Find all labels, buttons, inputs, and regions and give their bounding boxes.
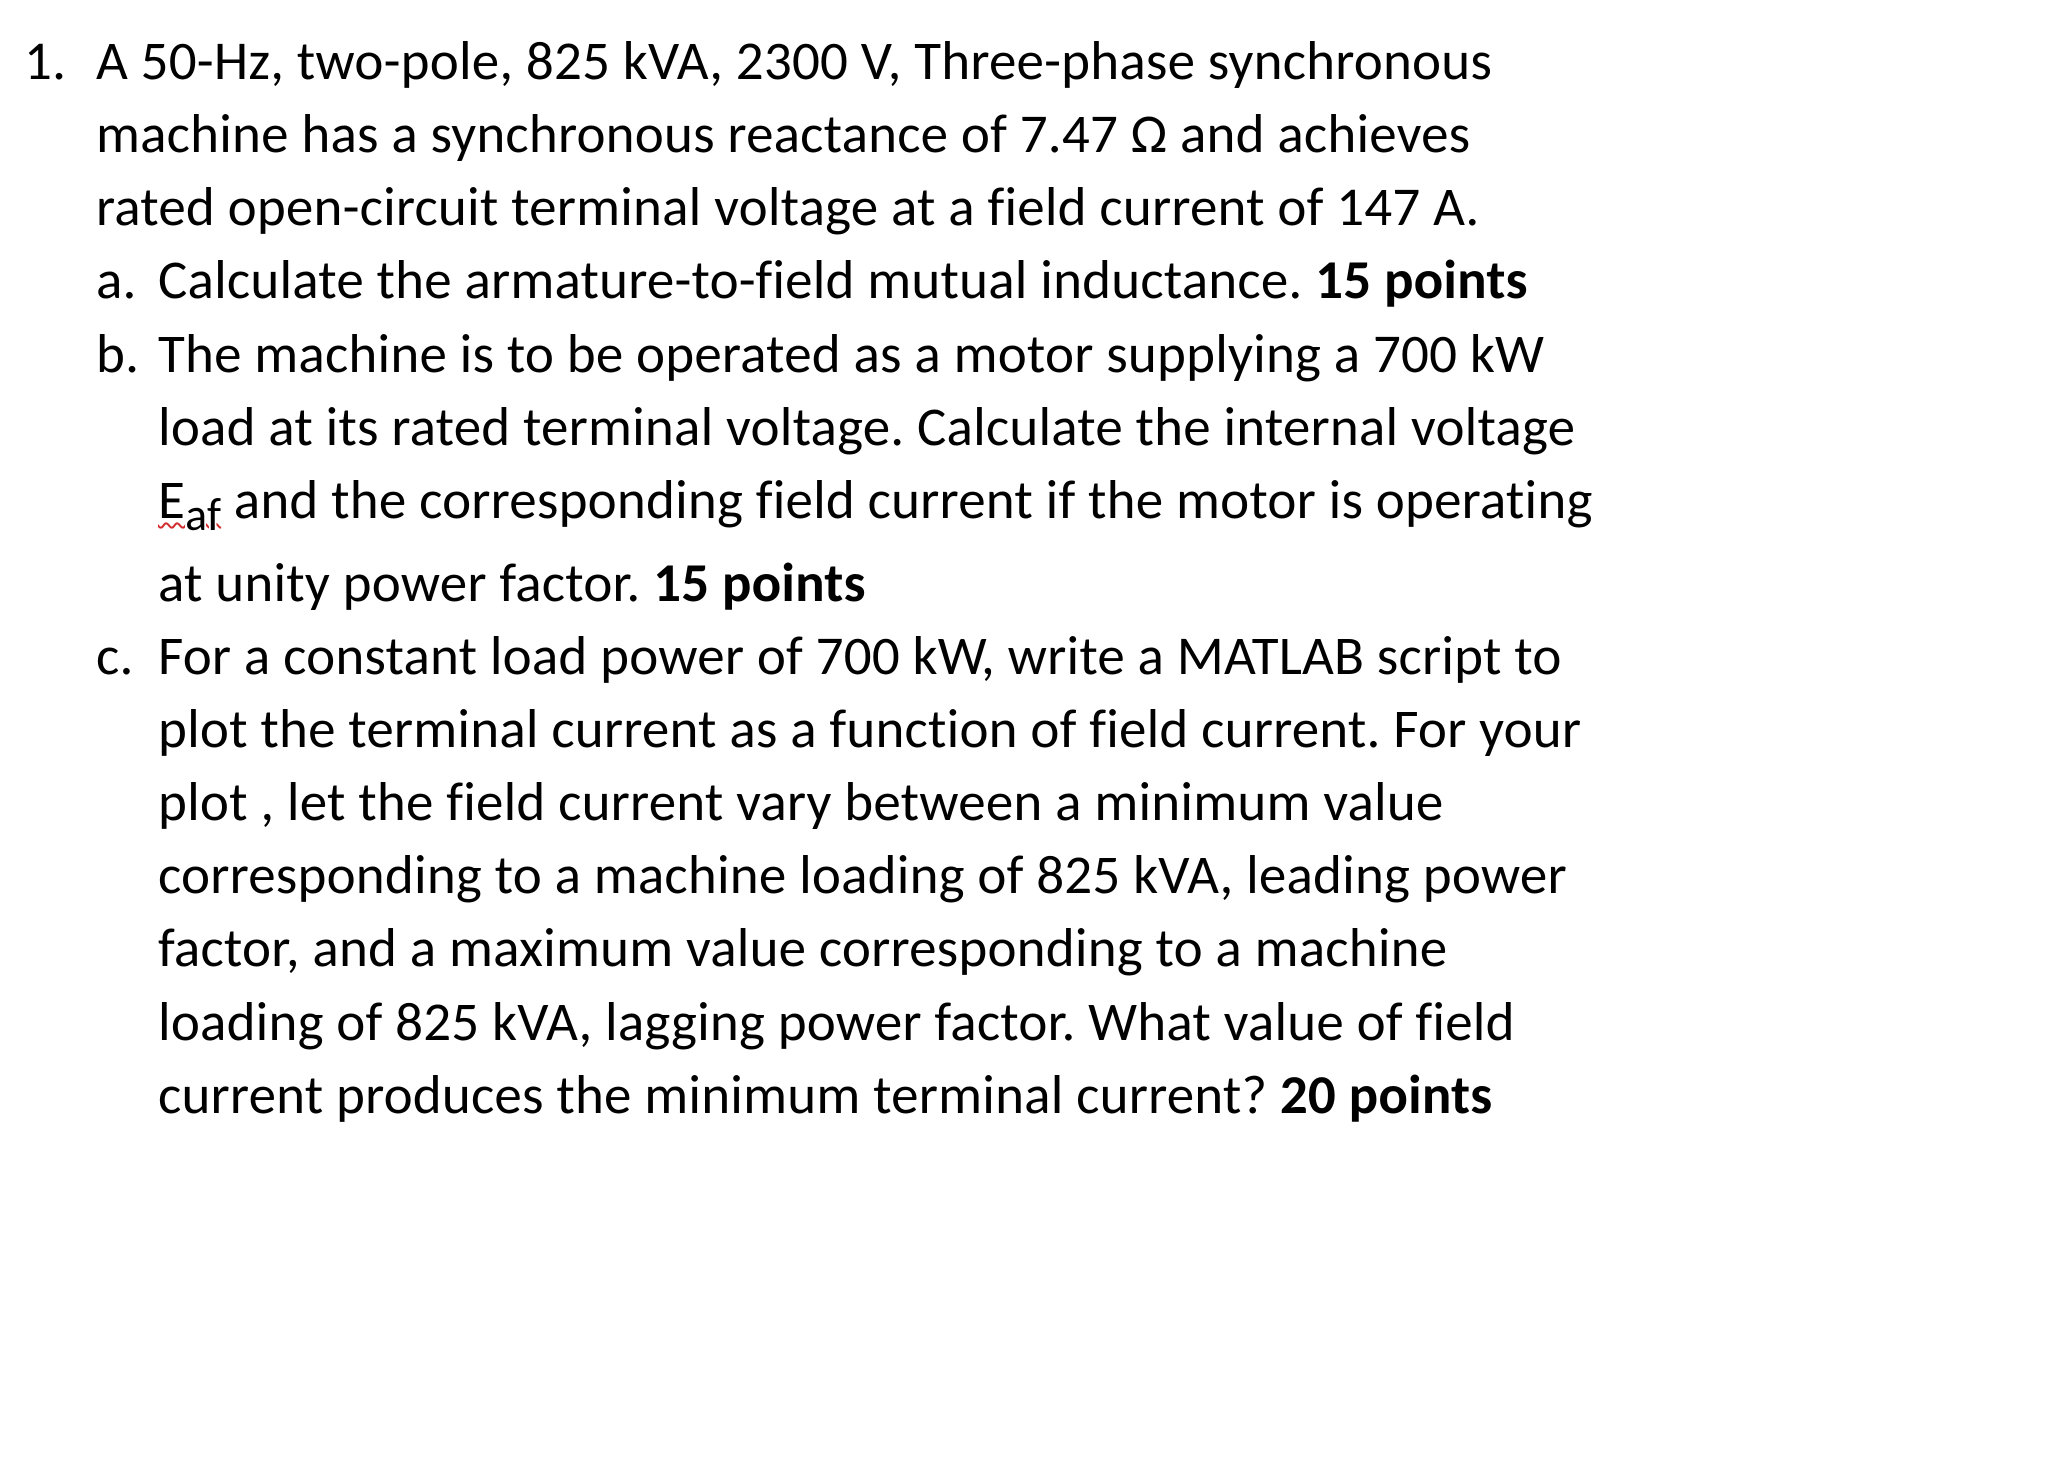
q1-part-a: a. Calculate the armature-to-field mutua…: [96, 243, 2006, 316]
q1b-line4: at unity power factor. 15 points: [158, 546, 2006, 619]
q1-stem-line3: rated open-circuit terminal voltage at a…: [96, 170, 2006, 243]
q1a-body: Calculate the armature-to-field mutual i…: [158, 243, 2006, 316]
q1a-marker: a.: [96, 243, 158, 316]
q1-part-b: b. The machine is to be operated as a mo…: [96, 317, 2006, 619]
q1c-line1: For a constant load power of 700 kW, wri…: [158, 619, 2006, 692]
q1c-line7: current produces the minimum terminal cu…: [158, 1058, 2006, 1131]
q1-subparts: a. Calculate the armature-to-field mutua…: [96, 243, 2006, 1130]
q1-number: 1.: [20, 24, 96, 97]
q1c-line7-text: current produces the minimum terminal cu…: [158, 1061, 1280, 1128]
q1b-line3-rest: and the corresponding field current if t…: [221, 466, 1592, 533]
q1c-line6: loading of 825 kVA, lagging power factor…: [158, 985, 2006, 1058]
eaf-sub: af: [185, 487, 221, 543]
q1b-line4-text: at unity power factor.: [158, 549, 653, 616]
q1c-line3: plot , let the field current vary betwee…: [158, 765, 2006, 838]
q1c-line4: corresponding to a machine loading of 82…: [158, 838, 2006, 911]
q1c-line5: factor, and a maximum value correspondin…: [158, 911, 2006, 984]
q1b-line2: load at its rated terminal voltage. Calc…: [158, 390, 2006, 463]
eaf-symbol: Eaf: [158, 466, 221, 533]
q1c-body: For a constant load power of 700 kW, wri…: [158, 619, 2006, 1131]
q1b-line1: The machine is to be operated as a motor…: [158, 317, 2006, 390]
q1a-line1-text: Calculate the armature-to-field mutual i…: [158, 246, 1315, 313]
q1-content: A 50-Hz, two-pole, 825 kVA, 2300 V, Thre…: [96, 24, 2006, 1131]
q1c-marker: c.: [96, 619, 158, 692]
q1a-points: 15 points: [1315, 246, 1528, 313]
q1-stem-line1: A 50-Hz, two-pole, 825 kVA, 2300 V, Thre…: [96, 24, 2006, 97]
q1-stem-line2: machine has a synchronous reactance of 7…: [96, 97, 2006, 170]
q1c-points: 20 points: [1280, 1061, 1493, 1128]
q1b-marker: b.: [96, 317, 158, 390]
q1b-points: 15 points: [653, 549, 866, 616]
q1c-line2: plot the terminal current as a function …: [158, 692, 2006, 765]
q1a-line1: Calculate the armature-to-field mutual i…: [158, 243, 2006, 316]
page: 1. A 50-Hz, two-pole, 825 kVA, 2300 V, T…: [0, 0, 2046, 1171]
q1-part-c: c. For a constant load power of 700 kW, …: [96, 619, 2006, 1131]
q1b-body: The machine is to be operated as a motor…: [158, 317, 2006, 619]
question-1: 1. A 50-Hz, two-pole, 825 kVA, 2300 V, T…: [20, 24, 2006, 1131]
eaf-e: E: [158, 466, 185, 533]
q1b-line3: Eaf and the corresponding field current …: [158, 463, 2006, 546]
